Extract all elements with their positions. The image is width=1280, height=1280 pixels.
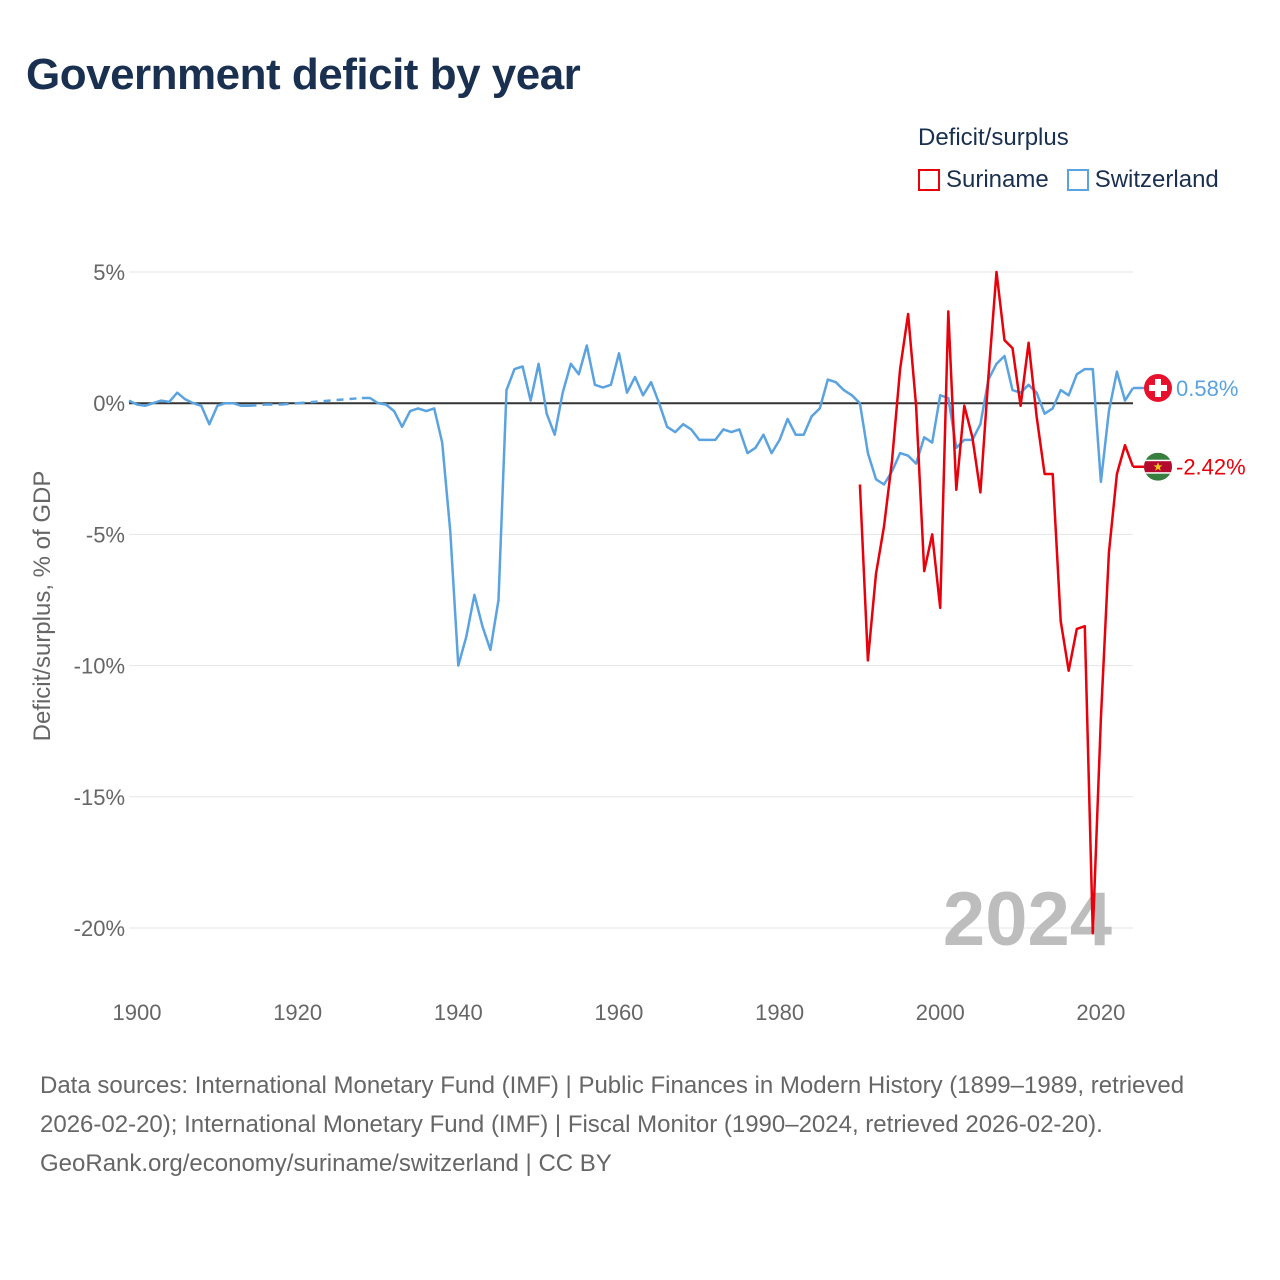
suriname-end-label: -2.42% [1176,455,1246,480]
x-axis-tick-labels: 1900 1920 1940 1960 1980 2000 2020 [113,1000,1126,1025]
year-watermark: 2024 [943,877,1112,962]
series-lines [128,270,1158,935]
y-tick-label: -20% [74,916,125,941]
y-tick-label: -5% [86,522,125,547]
switzerland-end-label: 0.58% [1176,376,1238,401]
y-tick-label: -10% [74,654,125,679]
x-tick-label: 2000 [916,1000,965,1025]
x-tick-label: 2020 [1076,1000,1125,1025]
switzerland-line[interactable] [128,344,1135,667]
legend-item-switzerland[interactable]: Switzerland [1066,166,1219,194]
line-chart: 5% 0% -5% -10% -15% -20% 1900 1920 1940 1960 1980… [29,260,1246,1025]
x-tick-label: 1920 [273,1000,322,1025]
footer: Data sources: International Monetary Fun… [40,1066,1240,1183]
legend: Suriname Switzerland [918,166,1219,194]
y-tick-label: -15% [74,785,125,810]
x-tick-label: 1940 [434,1000,483,1025]
chart-title: Government deficit by year [26,50,581,99]
y-axis-label: Deficit/surplus, % of GDP [29,471,56,742]
y-tick-label: 5% [93,260,125,285]
data-sources: Data sources: International Monetary Fun… [40,1072,1185,1138]
x-tick-label: 1900 [113,1000,162,1025]
suriname-line[interactable] [858,270,1135,935]
legend-label-switzerland: Switzerland [1094,166,1219,193]
legend-label-suriname: Suriname [946,166,1049,193]
legend-title: Deficit/surplus [918,124,1069,151]
suriname-flag-icon [1144,452,1172,481]
x-tick-label: 1960 [594,1000,643,1025]
credit-link[interactable]: GeoRank.org/economy/suriname/switzerland… [40,1150,612,1177]
y-axis-tick-labels: 5% 0% -5% -10% -15% -20% [74,260,125,941]
switzerland-gap-line [249,396,363,408]
switzerland-flag-icon [1144,373,1172,402]
y-tick-label: 0% [93,391,125,416]
legend-swatch-switzerland [1066,169,1089,191]
legend-swatch-suriname [918,169,940,191]
x-tick-label: 1980 [755,1000,804,1025]
gridlines [129,271,1133,929]
end-markers: 0.58% -2.42% [1144,373,1246,481]
legend-item-suriname[interactable]: Suriname [918,166,1049,194]
